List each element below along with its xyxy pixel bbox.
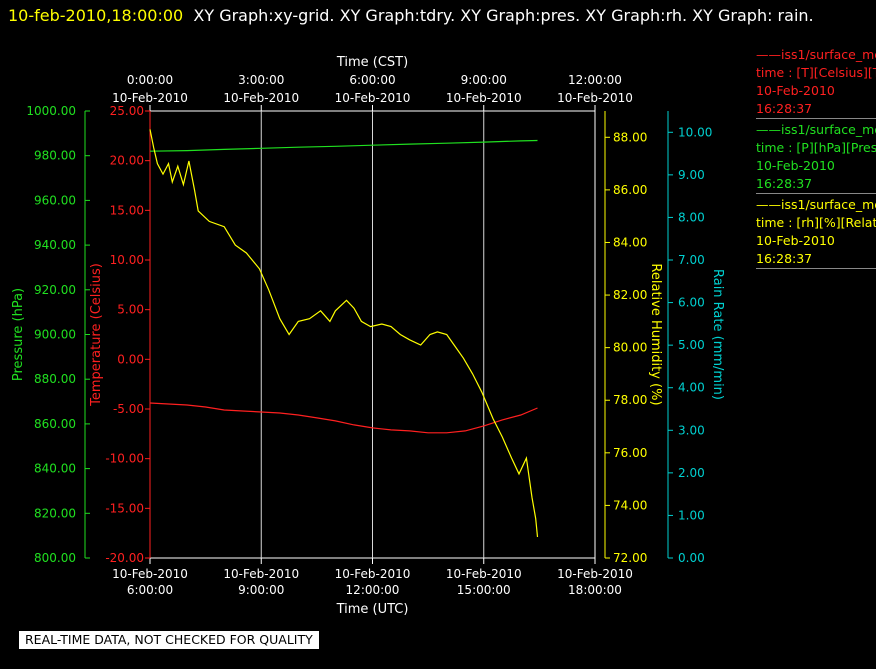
x-tick-label-date: 10-Feb-2010 [335,567,411,581]
page-title: 10-feb-2010,18:00:00 XY Graph:xy-grid. X… [8,3,868,29]
pressure-series-line [149,139,538,152]
rh-tick-label: 76.00 [613,446,647,460]
temperature-tick-label: 5.00 [117,303,144,317]
temperature-tick-label: -5.00 [113,402,144,416]
temperature-tick-label: -10.00 [105,452,144,466]
rh-tick-label: 78.00 [613,393,647,407]
x-tick-label-time: 9:00:00 [238,583,284,597]
rh-tick-label: 84.00 [613,235,647,249]
pressure-tick-label: 840.00 [34,462,76,476]
pressure-tick-label: 860.00 [34,417,76,431]
legend-line1: ——iss1/surface_me [756,122,876,137]
legend-line3: 10-Feb-2010 [756,83,835,98]
legend-line2: time : [T][Celsius][T [756,65,876,80]
rh-axis-title: Relative Humidity (%) [648,263,663,405]
legend-entry-temperature[interactable]: ——iss1/surface_me time : [T][Celsius][T … [756,46,876,119]
temperature-axis-title: Temperature (Celsius) [89,263,104,407]
pressure-tick-label: 980.00 [34,149,76,163]
legend-line1: ——iss1/surface_me [756,47,876,62]
pressure-tick-label: 800.00 [34,551,76,565]
x-tick-label-time: 15:00:00 [457,583,511,597]
title-graph-list: XY Graph:xy-grid. XY Graph:tdry. XY Grap… [193,6,814,25]
rain-tick-label: 6.00 [678,296,705,310]
pressure-tick-label: 1000.00 [26,104,76,118]
pressure-tick-label: 960.00 [34,193,76,207]
rh-tick-label: 72.00 [613,551,647,565]
top-tick-label-date: 10-Feb-2010 [446,91,522,105]
top-tick-label-date: 10-Feb-2010 [223,91,299,105]
top-axis-title: Time (CST) [336,55,408,70]
rh-tick-label: 74.00 [613,498,647,512]
rain-tick-label: 0.00 [678,551,705,565]
x-tick-label-time: 6:00:00 [127,583,173,597]
pressure-tick-label: 820.00 [34,506,76,520]
top-tick-label-date: 10-Feb-2010 [112,91,188,105]
pressure-tick-label: 900.00 [34,328,76,342]
temperature-tick-label: -20.00 [105,551,144,565]
top-tick-label-time: 6:00:00 [349,73,395,87]
top-tick-label-date: 10-Feb-2010 [335,91,411,105]
rain-tick-label: 5.00 [678,338,705,352]
pressure-tick-label: 880.00 [34,372,76,386]
pressure-tick-label: 920.00 [34,283,76,297]
x-tick-label-date: 10-Feb-2010 [557,567,633,581]
rain-tick-label: 4.00 [678,381,705,395]
title-timestamp: 10-feb-2010,18:00:00 [8,6,184,25]
rh-tick-label: 88.00 [613,130,647,144]
top-tick-label-time: 0:00:00 [127,73,173,87]
temperature-tick-label: 20.00 [110,154,144,168]
x-tick-label-time: 18:00:00 [568,583,622,597]
pressure-tick-label: 940.00 [34,238,76,252]
rh-tick-label: 86.00 [613,183,647,197]
x-tick-label-date: 10-Feb-2010 [112,567,188,581]
temperature-tick-label: 0.00 [117,352,144,366]
rain-tick-label: 2.00 [678,466,705,480]
rain-tick-label: 9.00 [678,168,705,182]
rh-tick-label: 80.00 [613,341,647,355]
rain-tick-label: 7.00 [678,253,705,267]
legend-line4: 16:28:37 [756,251,813,266]
legend-line2: time : [P][hPa][Pres [756,140,876,155]
rain-axis-title: Rain Rate (mm/min) [710,269,725,400]
temperature-tick-label: 25.00 [110,104,144,118]
temperature-tick-label: -15.00 [105,501,144,515]
top-tick-label-date: 10-Feb-2010 [557,91,633,105]
rh-series-line [149,129,539,538]
top-tick-label-time: 9:00:00 [461,73,507,87]
rain-tick-label: 1.00 [678,508,705,522]
top-tick-label-time: 3:00:00 [238,73,284,87]
quality-disclaimer: REAL-TIME DATA, NOT CHECKED FOR QUALITY [19,631,319,649]
x-axis-title: Time (UTC) [336,602,409,617]
legend: ——iss1/surface_me time : [T][Celsius][T … [756,46,876,271]
temperature-tick-label: 15.00 [110,203,144,217]
temperature-series-line [149,402,538,434]
legend-line3: 10-Feb-2010 [756,233,835,248]
x-tick-label-time: 12:00:00 [346,583,400,597]
legend-entry-humidity[interactable]: ——iss1/surface_me time : [rh][%][Relati … [756,196,876,269]
pressure-axis-title: Pressure (hPa) [11,288,26,381]
legend-line2: time : [rh][%][Relati [756,215,876,230]
legend-entry-pressure[interactable]: ——iss1/surface_me time : [P][hPa][Pres 1… [756,121,876,194]
legend-line3: 10-Feb-2010 [756,158,835,173]
top-tick-label-time: 12:00:00 [568,73,622,87]
legend-line1: ——iss1/surface_me [756,197,876,212]
legend-line4: 16:28:37 [756,101,813,116]
legend-line4: 16:28:37 [756,176,813,191]
temperature-tick-label: 10.00 [110,253,144,267]
x-tick-label-date: 10-Feb-2010 [446,567,522,581]
rain-tick-label: 3.00 [678,423,705,437]
x-tick-label-date: 10-Feb-2010 [223,567,299,581]
rain-tick-label: 8.00 [678,210,705,224]
rain-tick-label: 10.00 [678,125,712,139]
rh-tick-label: 82.00 [613,288,647,302]
